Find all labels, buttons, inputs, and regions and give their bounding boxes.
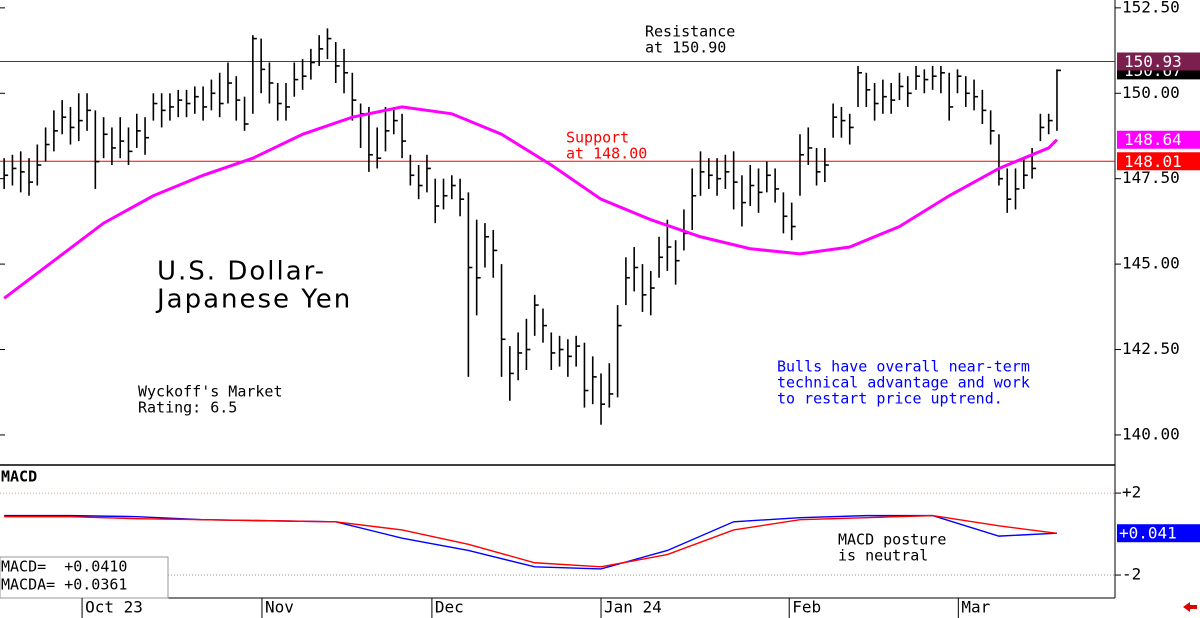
y-tick-label: 145.00 — [1122, 254, 1180, 273]
annotation: at 150.90 — [645, 39, 726, 57]
ma-tag-label: 148.64 — [1124, 130, 1182, 149]
annotation: Resistance — [645, 23, 735, 41]
annotation: Support — [566, 129, 629, 147]
x-tick-label: Dec — [435, 598, 464, 617]
y-tick-label: 142.50 — [1122, 339, 1180, 358]
y-tick-label: 150.00 — [1122, 83, 1180, 102]
annotation: to restart price uptrend. — [777, 390, 1003, 408]
level-tag-label: 148.01 — [1124, 152, 1182, 171]
moving-average — [3, 105, 1059, 300]
annotation: Bulls have overall near-term — [777, 358, 1030, 376]
indicator-line — [4, 514, 1058, 568]
level-tag — [1117, 52, 1200, 71]
y-tick-label: 140.00 — [1122, 424, 1180, 443]
annotation: Wyckoff's Market — [138, 383, 283, 401]
x-tick-label: Mar — [961, 598, 990, 617]
readout-box — [0, 556, 169, 599]
y-tick-label: +2 — [1122, 483, 1141, 502]
x-tick-label: Nov — [265, 598, 294, 617]
level-tag-label: 150.93 — [1124, 52, 1182, 71]
level-tag — [1117, 152, 1200, 171]
scroll-arrow — [1183, 602, 1197, 612]
x-tick-label: Oct 23 — [85, 598, 143, 617]
value-tag-label: +0.041 — [1119, 524, 1177, 543]
y-tick-label: 147.50 — [1122, 168, 1180, 187]
annotation: is neutral — [838, 547, 928, 565]
readout: MACD= +0.0410 — [1, 558, 127, 576]
x-tick-label: Jan 24 — [604, 598, 662, 617]
readout: MACDA= +0.0361 — [1, 576, 127, 594]
annotation: at 148.00 — [566, 145, 647, 163]
y-tick-label: 152.50 — [1122, 0, 1180, 16]
panel-title: MACD — [1, 468, 37, 486]
ma-tag — [1117, 130, 1200, 149]
y-tick-label: -2 — [1122, 565, 1141, 584]
value-tag — [1117, 524, 1200, 543]
chart-title: U.S. Dollar- — [157, 257, 326, 287]
annotation: Rating: 6.5 — [138, 399, 237, 417]
chart-title: Japanese Yen — [155, 285, 352, 315]
annotation: technical advantage and work — [777, 374, 1030, 392]
annotation: MACD posture — [838, 531, 946, 549]
x-tick-label: Feb — [792, 598, 821, 617]
